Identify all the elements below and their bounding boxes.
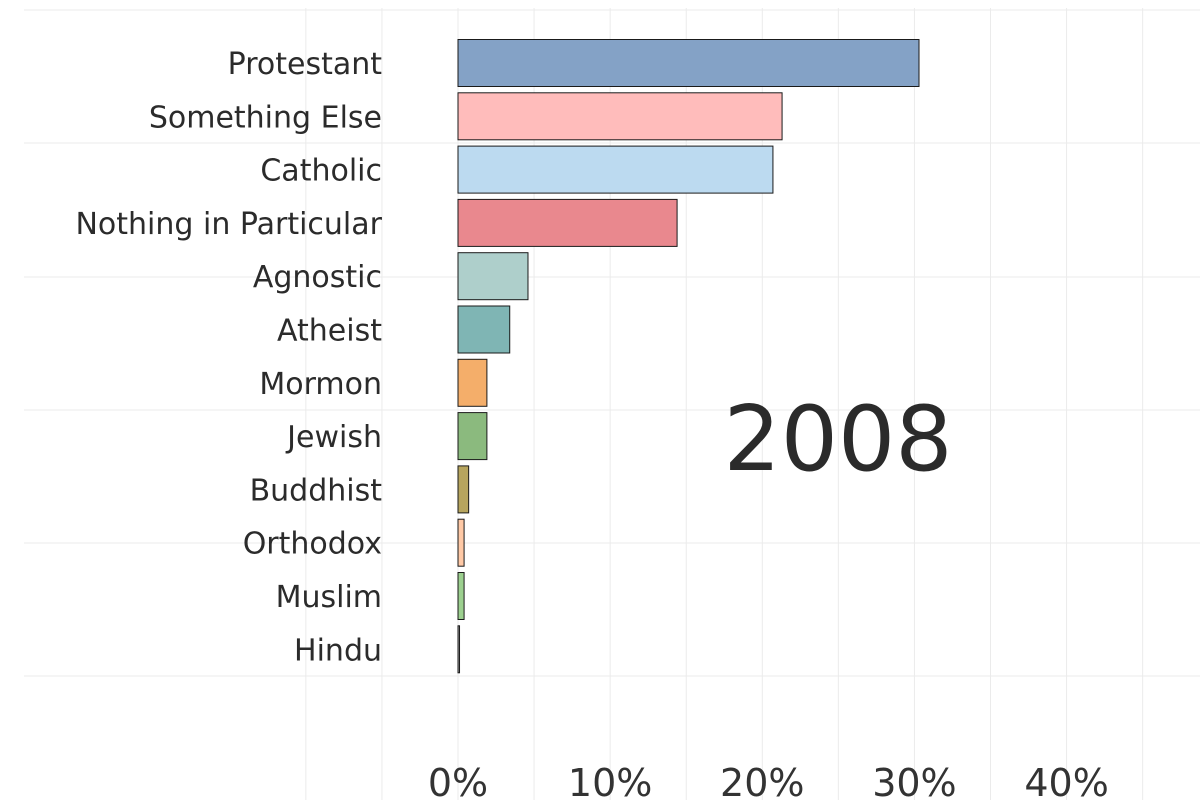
category-label: Something Else <box>149 100 382 135</box>
x-tick-label: 20% <box>720 761 804 800</box>
category-label: Buddhist <box>250 473 383 508</box>
x-axis-tick-labels: 0% 10% 20% 30% 40% <box>428 761 1109 800</box>
x-tick-label: 30% <box>872 761 956 800</box>
category-label: Nothing in Particular <box>75 207 382 242</box>
bar-nothing-in-particular <box>457 198 678 247</box>
category-labels: Protestant Something Else Catholic Nothing … <box>75 47 382 668</box>
category-label: Muslim <box>276 580 382 615</box>
bar-orthodox <box>457 518 465 567</box>
bar-hindu <box>457 625 461 674</box>
category-label: Mormon <box>259 367 382 402</box>
bar-something-else <box>457 92 783 141</box>
bar-agnostic <box>457 252 529 301</box>
category-label: Orthodox <box>243 527 382 562</box>
category-label: Protestant <box>228 47 383 82</box>
bar-mormon <box>457 358 488 407</box>
category-label: Atheist <box>277 314 382 349</box>
x-tick-label: 10% <box>568 761 652 800</box>
year-label: 2008 <box>723 387 952 492</box>
category-label: Agnostic <box>253 260 382 295</box>
category-label: Hindu <box>294 633 382 668</box>
bar-catholic <box>457 145 774 194</box>
category-label: Jewish <box>285 420 382 455</box>
bars-group <box>457 39 920 674</box>
bar-jewish <box>457 412 488 461</box>
bar-buddhist <box>457 465 470 514</box>
x-tick-label: 40% <box>1024 761 1108 800</box>
bar-atheist <box>457 305 511 354</box>
bar-muslim <box>457 572 465 620</box>
bar-protestant <box>457 39 920 87</box>
category-label: Catholic <box>260 154 382 189</box>
x-tick-label: 0% <box>428 761 488 800</box>
